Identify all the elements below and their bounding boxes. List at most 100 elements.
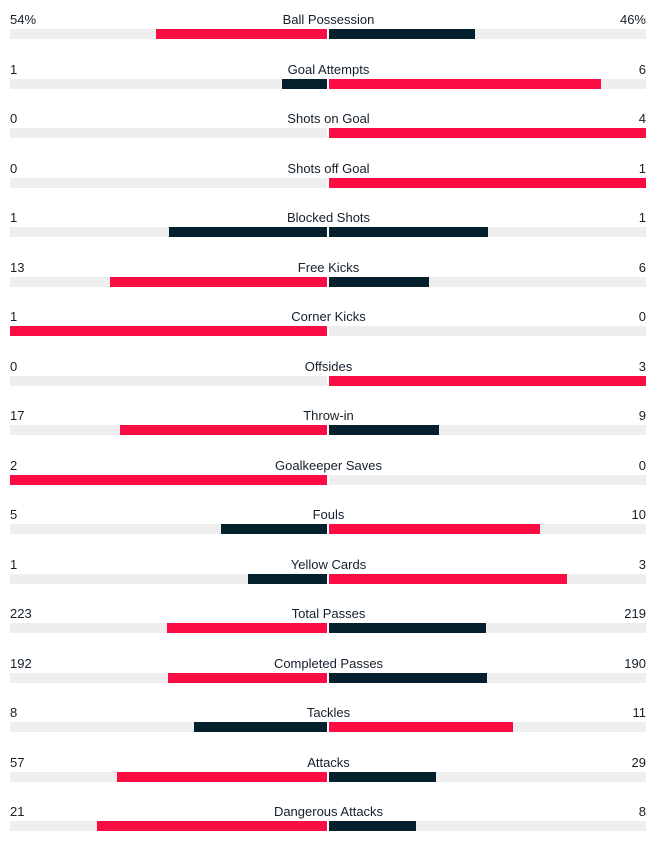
- away-bar-track: [329, 475, 646, 485]
- home-value: 2: [10, 458, 18, 473]
- home-bar-track: [10, 623, 327, 633]
- home-value: 1: [10, 62, 18, 77]
- home-bar-fill: [116, 772, 327, 782]
- away-bar-fill: [329, 722, 513, 732]
- stat-bar: [10, 29, 646, 39]
- away-bar-fill: [329, 277, 430, 287]
- away-value: 6: [638, 62, 646, 77]
- stat-label: Offsides: [304, 359, 353, 374]
- home-bar-track: [10, 29, 327, 39]
- home-value: 57: [10, 755, 25, 770]
- stat-row: 17 Throw-in 9: [0, 408, 663, 448]
- away-bar-fill: [329, 574, 567, 584]
- away-bar-fill: [329, 376, 646, 386]
- stat-label: Corner Kicks: [291, 309, 366, 324]
- stat-label: Total Passes: [291, 606, 366, 621]
- away-value: 3: [638, 359, 646, 374]
- home-value: 13: [10, 260, 25, 275]
- home-bar-track: [10, 227, 327, 237]
- home-bar-track: [10, 425, 327, 435]
- home-bar-track: [10, 178, 327, 188]
- home-bar-fill: [193, 722, 327, 732]
- away-bar-track: [329, 227, 646, 237]
- away-bar-track: [329, 29, 646, 39]
- stat-bar: [10, 425, 646, 435]
- away-bar-track: [329, 722, 646, 732]
- home-value: 0: [10, 111, 18, 126]
- away-bar-fill: [329, 772, 436, 782]
- home-bar-fill: [247, 574, 327, 584]
- home-value: 192: [10, 656, 32, 671]
- stat-row: 192 Completed Passes 190: [0, 656, 663, 696]
- home-bar-fill: [97, 821, 327, 831]
- stat-bar: [10, 574, 646, 584]
- away-value: 46%: [619, 12, 646, 27]
- away-bar-fill: [329, 227, 488, 237]
- stat-row: 223 Total Passes 219: [0, 606, 663, 646]
- stat-label: Fouls: [312, 507, 345, 522]
- stat-row: 1 Blocked Shots 1: [0, 210, 663, 250]
- away-value: 9: [638, 408, 646, 423]
- home-bar-fill: [10, 326, 327, 336]
- away-value: 6: [638, 260, 646, 275]
- stat-row: 0 Shots on Goal 4: [0, 111, 663, 151]
- home-bar-fill: [167, 623, 327, 633]
- stat-label: Yellow Cards: [290, 557, 367, 572]
- stat-label: Dangerous Attacks: [273, 804, 384, 819]
- away-bar-fill: [329, 128, 646, 138]
- stat-label: Tackles: [306, 705, 351, 720]
- away-bar-track: [329, 79, 646, 89]
- away-value: 1: [638, 210, 646, 225]
- home-bar-fill: [110, 277, 327, 287]
- stat-bar: [10, 722, 646, 732]
- away-value: 0: [638, 309, 646, 324]
- away-value: 29: [631, 755, 646, 770]
- away-value: 1: [638, 161, 646, 176]
- stat-bar: [10, 524, 646, 534]
- away-bar-track: [329, 128, 646, 138]
- stat-label: Blocked Shots: [286, 210, 371, 225]
- home-bar-track: [10, 821, 327, 831]
- home-value: 8: [10, 705, 18, 720]
- stat-bar: [10, 673, 646, 683]
- home-value: 1: [10, 309, 18, 324]
- stat-row: 0 Offsides 3: [0, 359, 663, 399]
- home-bar-fill: [168, 227, 327, 237]
- away-value: 4: [638, 111, 646, 126]
- stat-bar: [10, 128, 646, 138]
- home-bar-track: [10, 376, 327, 386]
- away-bar-fill: [329, 821, 417, 831]
- stat-bar: [10, 326, 646, 336]
- stat-bar: [10, 772, 646, 782]
- stat-row: 13 Free Kicks 6: [0, 260, 663, 300]
- stat-label: Throw-in: [303, 408, 354, 423]
- home-value: 223: [10, 606, 32, 621]
- home-bar-track: [10, 277, 327, 287]
- stat-label: Ball Possession: [282, 12, 375, 27]
- home-value: 0: [10, 161, 18, 176]
- away-bar-fill: [329, 79, 601, 89]
- home-value: 21: [10, 804, 25, 819]
- home-bar-fill: [281, 79, 327, 89]
- stat-label: Shots off Goal: [287, 161, 370, 176]
- away-bar-fill: [329, 178, 646, 188]
- stat-bar: [10, 277, 646, 287]
- away-bar-fill: [329, 673, 487, 683]
- stat-label: Attacks: [307, 755, 350, 770]
- stat-bar: [10, 475, 646, 485]
- stat-bar: [10, 821, 646, 831]
- stat-label: Shots on Goal: [287, 111, 370, 126]
- away-bar-fill: [329, 425, 439, 435]
- stat-row: 57 Attacks 29: [0, 755, 663, 795]
- stat-bar: [10, 227, 646, 237]
- away-value: 219: [624, 606, 646, 621]
- stat-row: 2 Goalkeeper Saves 0: [0, 458, 663, 498]
- home-value: 0: [10, 359, 18, 374]
- stat-row: 5 Fouls 10: [0, 507, 663, 547]
- home-value: 1: [10, 210, 18, 225]
- home-bar-track: [10, 79, 327, 89]
- away-value: 11: [632, 705, 647, 720]
- stat-label: Completed Passes: [273, 656, 384, 671]
- away-bar-track: [329, 623, 646, 633]
